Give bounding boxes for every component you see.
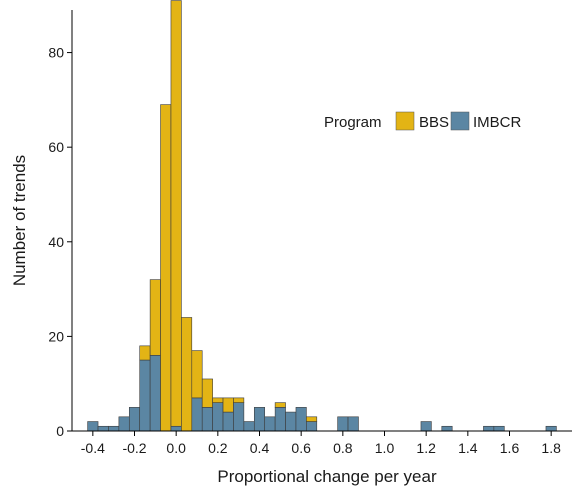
x-axis-ticks: -0.4 -0.2 0.0 0.2 0.4 0.6 0.8 1.0 1.2 1.4 1.6 1.8: [81, 431, 561, 456]
legend-label-bbs: BBS: [419, 114, 449, 131]
x-tick-label: 1.4: [458, 440, 478, 456]
bar-imbcr: [87, 421, 99, 432]
bar-imbcr: [493, 425, 505, 432]
bar-imbcr: [170, 425, 182, 432]
bar-imbcr: [149, 355, 161, 432]
bar-imbcr: [295, 407, 307, 432]
bars-layer: [87, 0, 557, 432]
bar-bbs: [212, 397, 224, 403]
y-tick-label: 40: [48, 234, 64, 250]
bar-bbs: [274, 402, 286, 408]
x-axis-title: Proportional change per year: [217, 467, 437, 486]
x-tick-label: 0.6: [291, 440, 311, 456]
legend-key-bbs: [395, 111, 415, 131]
bar-imbcr: [139, 359, 151, 432]
legend-title: Program: [324, 114, 382, 131]
bar-imbcr: [253, 407, 266, 432]
bar-bbs: [160, 104, 172, 432]
bar-bbs: [201, 378, 213, 408]
x-tick-label: 0.4: [250, 440, 270, 456]
bar-imbcr: [306, 421, 318, 432]
bar-imbcr: [545, 425, 557, 432]
y-axis-title: Number of trends: [10, 155, 29, 286]
x-tick-label: -0.4: [81, 440, 105, 456]
bar-imbcr: [212, 402, 224, 432]
legend-label-imbcr: IMBCR: [473, 114, 522, 131]
x-tick-label: 1.6: [500, 440, 520, 456]
y-tick-label: 20: [48, 328, 64, 344]
bar-imbcr: [285, 411, 297, 432]
legend: Program BBS IMBCR: [324, 111, 522, 131]
bar-imbcr: [420, 421, 432, 432]
y-tick-label: 0: [56, 423, 64, 439]
bar-bbs: [181, 317, 193, 432]
bar-imbcr: [118, 416, 130, 432]
bar-imbcr: [337, 416, 349, 432]
legend-key-imbcr: [450, 111, 470, 131]
bar-bbs: [170, 0, 182, 427]
bar-imbcr: [108, 425, 120, 432]
bar-imbcr: [347, 416, 359, 432]
bar-bbs: [222, 397, 234, 413]
x-tick-label: 1.2: [416, 440, 436, 456]
x-tick-label: 0.2: [208, 440, 228, 456]
bar-imbcr: [243, 421, 255, 432]
bar-imbcr: [264, 416, 276, 432]
x-tick-label: 0.8: [333, 440, 353, 456]
bar-bbs: [149, 279, 161, 356]
x-tick-label: 0.0: [166, 440, 186, 456]
bar-imbcr: [201, 407, 213, 432]
bar-imbcr: [128, 407, 141, 432]
x-tick-label: -0.2: [122, 440, 146, 456]
bar-imbcr: [233, 402, 245, 432]
bar-imbcr: [222, 411, 234, 432]
y-axis-ticks: 0 20 40 60 80: [48, 45, 72, 439]
x-tick-label: 1.8: [541, 440, 561, 456]
bar-bbs: [191, 350, 203, 399]
bar-imbcr: [97, 425, 109, 432]
y-tick-label: 60: [48, 139, 64, 155]
bar-bbs: [306, 416, 318, 422]
bar-imbcr: [274, 407, 286, 432]
x-tick-label: 1.0: [375, 440, 395, 456]
bar-imbcr: [483, 425, 495, 432]
bar-bbs: [139, 345, 151, 361]
y-tick-label: 80: [48, 45, 64, 61]
bar-imbcr: [191, 397, 203, 432]
bar-imbcr: [441, 425, 453, 432]
bar-bbs: [233, 397, 245, 403]
